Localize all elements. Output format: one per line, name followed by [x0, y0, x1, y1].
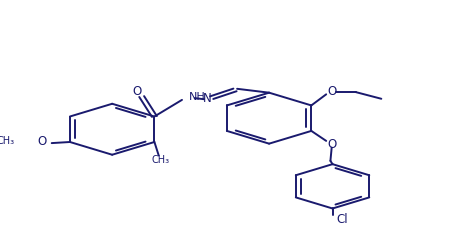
Text: NH: NH: [189, 91, 206, 101]
Text: O: O: [327, 138, 336, 151]
Text: N: N: [203, 92, 212, 105]
Text: O: O: [132, 85, 141, 98]
Text: CH₃: CH₃: [152, 155, 170, 165]
Text: O: O: [327, 84, 336, 98]
Text: O: O: [38, 135, 47, 148]
Text: CH₃: CH₃: [0, 136, 15, 146]
Text: Cl: Cl: [336, 213, 348, 226]
